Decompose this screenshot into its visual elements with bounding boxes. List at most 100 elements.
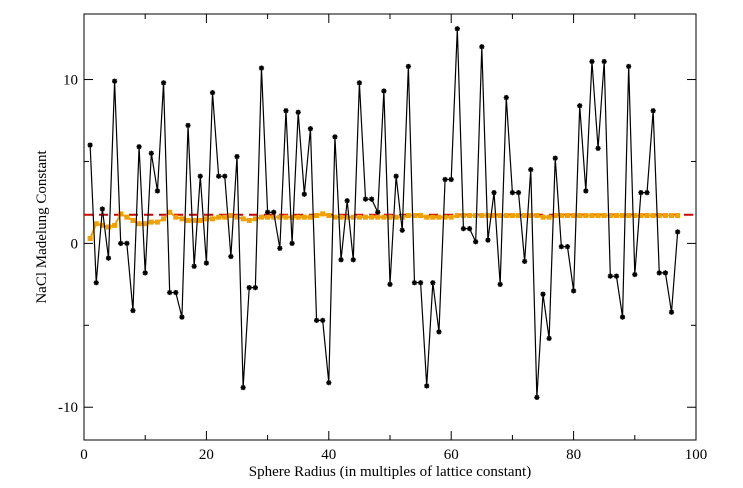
data-point-black (118, 240, 124, 246)
data-point-black (632, 271, 638, 278)
data-point-black (675, 229, 681, 235)
data-point-orange (626, 213, 632, 219)
data-point-black (460, 226, 467, 232)
data-point-black (515, 189, 522, 196)
data-point-black (528, 167, 534, 173)
data-point-orange (607, 213, 613, 219)
data-point-black (350, 257, 356, 263)
data-point-black (656, 270, 662, 276)
data-point-black (454, 26, 460, 32)
data-point-black (503, 94, 509, 101)
data-point-black (216, 173, 222, 179)
data-point-orange (577, 213, 583, 219)
data-point-black (424, 383, 430, 389)
data-point-orange (161, 216, 167, 222)
data-point-black (577, 103, 583, 109)
data-point-orange (393, 214, 399, 220)
data-point-black (142, 270, 148, 276)
data-point-orange (405, 213, 411, 219)
data-point-black (375, 209, 381, 215)
data-point-black (344, 198, 350, 204)
data-point-black (644, 189, 650, 196)
data-point-black (509, 189, 515, 196)
data-point-black (583, 188, 589, 194)
data-point-black (124, 240, 130, 246)
data-point-black (271, 209, 277, 215)
data-point-black (589, 58, 595, 65)
data-point-orange (675, 213, 681, 219)
data-point-black (436, 329, 442, 335)
data-point-orange (528, 213, 534, 219)
data-point-orange (173, 214, 179, 220)
data-point-orange (534, 213, 540, 219)
data-point-orange (479, 213, 485, 219)
data-point-black (185, 122, 191, 129)
x-tick-label: 80 (566, 447, 581, 463)
y-tick-label: 0 (71, 236, 79, 252)
data-point-black (283, 108, 289, 114)
data-point-orange (546, 214, 552, 220)
data-point-orange (265, 214, 271, 220)
data-point-orange (650, 213, 656, 219)
data-point-black (540, 291, 546, 297)
data-point-black (203, 260, 209, 266)
data-point-orange (197, 217, 203, 223)
data-point-orange (124, 214, 130, 220)
data-point-orange (228, 213, 234, 219)
data-point-black (228, 253, 234, 260)
data-point-orange (314, 213, 320, 219)
data-point-orange (154, 219, 160, 225)
data-point-black (295, 109, 301, 115)
data-point-orange (644, 213, 650, 219)
data-point-black (112, 78, 118, 84)
data-point-orange (277, 214, 283, 220)
data-point-orange (564, 213, 570, 219)
data-point-black (387, 281, 393, 287)
data-point-black (234, 153, 240, 160)
data-point-black (613, 273, 620, 279)
data-point-orange (112, 222, 118, 228)
data-point-orange (356, 214, 362, 220)
data-point-black (497, 281, 503, 287)
data-point-black (191, 263, 197, 269)
data-point-black (93, 280, 99, 286)
data-point-orange (344, 214, 350, 220)
data-point-orange (99, 222, 105, 228)
data-point-black (662, 270, 668, 276)
data-point-orange (497, 213, 503, 219)
data-point-orange (558, 213, 564, 219)
data-point-black (277, 245, 283, 251)
data-point-black (252, 285, 258, 291)
data-point-orange (485, 213, 491, 219)
data-point-black (534, 394, 540, 400)
data-point-black (411, 280, 418, 286)
axis-ticks: 0 20 40 60 80 100 -10 0 10 (58, 14, 707, 463)
data-point-orange (191, 217, 197, 223)
data-point-black (418, 280, 424, 286)
data-point-orange (503, 213, 509, 219)
data-point-orange (516, 213, 522, 219)
data-point-black (258, 65, 265, 71)
data-point-black (240, 384, 246, 391)
data-point-black (448, 176, 454, 183)
data-point-black (222, 173, 228, 179)
data-point-orange (571, 213, 577, 219)
data-point-orange (363, 214, 369, 220)
data-point-orange (473, 213, 479, 219)
data-point-black (369, 196, 375, 202)
data-point-black (87, 142, 93, 148)
data-point-black (362, 196, 369, 202)
data-point-orange (332, 214, 338, 220)
data-point-black (595, 145, 601, 151)
data-point-orange (669, 213, 675, 219)
series-group (87, 26, 681, 400)
data-point-black (356, 80, 362, 86)
data-point-orange (491, 213, 497, 219)
data-point-orange (638, 213, 644, 219)
data-point-orange (418, 213, 424, 219)
data-point-black (473, 239, 479, 245)
data-point-black (148, 150, 154, 156)
data-point-black (430, 280, 436, 286)
data-point-black (466, 226, 473, 232)
